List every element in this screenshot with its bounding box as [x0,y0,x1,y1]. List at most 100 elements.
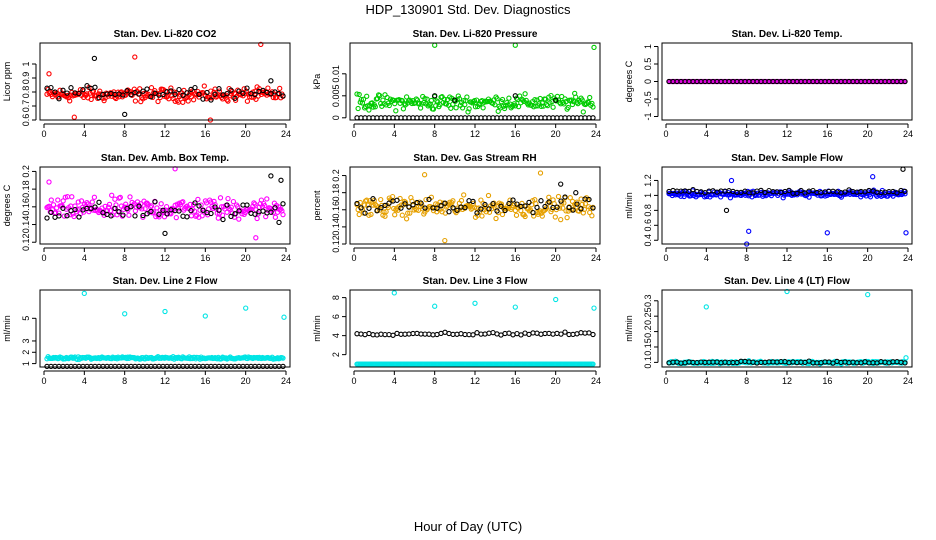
data-point [366,107,372,113]
data-point [140,88,146,94]
x-tick-label: 16 [510,253,520,263]
data-point [393,108,399,114]
data-point [201,83,207,89]
y-tick-label: 0.8 [643,204,653,217]
data-point [176,208,182,214]
y-tick-label: 1 [643,193,653,198]
data-point [450,205,456,211]
panel-4: Stan. Dev. Amb. Box Temp. degrees C 0 4 8 12 1… [2,153,291,263]
data-point [258,41,264,48]
data-point [276,219,282,226]
data-point [61,213,67,219]
data-point [60,87,66,93]
data-point [780,195,786,201]
x-tick-label: 12 [160,129,170,139]
data-point [406,204,412,210]
data-point [268,173,274,179]
x-tick-label: 24 [281,253,291,263]
data-point [173,214,179,221]
x-tick-label: 0 [41,129,46,139]
data-point [55,197,61,203]
data-point [442,200,448,206]
x-axis: 0 4 8 12 16 20 24 [663,370,913,386]
data-point [44,215,50,221]
data-point [486,206,492,212]
data-point [132,98,139,104]
data-point [46,179,52,185]
x-tick-label: 8 [122,376,127,386]
x-tick-label: 4 [82,129,87,139]
y-axis-label: kPa [312,74,322,90]
data-point [225,98,231,104]
y-axis: -1 -0.5 0 0.5 1 [643,44,659,121]
data-point [519,200,525,207]
data-points [666,166,909,247]
data-point [462,204,468,211]
y-axis-label: degrees C [2,184,12,226]
data-point [281,314,287,320]
data-point [383,208,389,215]
data-point [71,213,77,220]
data-point [539,100,545,106]
plot-frame [661,42,913,121]
x-tick-label: 16 [510,376,520,386]
data-point [158,201,164,207]
data-point [401,101,408,107]
data-point [148,94,154,100]
y-tick-label: 0.18 [21,180,31,198]
x-tick-label: 16 [200,376,210,386]
data-point [590,361,596,367]
data-point [902,191,908,197]
data-point [216,86,222,92]
data-points [666,78,908,85]
y-axis-label: ml/min [2,315,12,342]
y-tick-label: 0.25 [643,307,653,325]
x-tick-label: 24 [591,129,601,139]
data-point [399,212,405,218]
y-tick-label: 1 [21,61,31,66]
plot-frame [661,289,913,368]
data-point [122,311,128,317]
data-point [512,103,519,109]
data-point [394,197,400,203]
data-point [867,194,874,200]
data-point [200,207,206,213]
data-point [48,84,54,91]
data-point [586,196,592,203]
data-point [244,202,250,208]
data-point [472,300,478,306]
data-point [272,214,279,220]
y-axis: 0.120.140.160.18 0.2 [21,165,37,251]
y-tick-label: 1.2 [643,174,653,187]
x-tick-label: 4 [392,129,397,139]
data-point [490,200,496,207]
x-tick-label: 8 [744,376,749,386]
data-point [492,102,498,108]
data-point [67,98,73,104]
data-point [512,42,518,48]
data-point [276,90,282,97]
data-point [180,92,186,98]
x-tick-label: 12 [782,376,792,386]
data-point [148,85,155,91]
data-point [243,305,249,311]
y-tick-label: 4 [331,333,341,338]
data-point [466,106,472,112]
data-point [512,304,518,310]
y-axis: 0.10.150.20.250.3 [643,295,659,369]
panel-title: Stan. Dev. Amb. Box Temp. [101,153,229,164]
data-point [216,88,223,94]
data-points [44,166,286,241]
data-point [185,98,191,104]
plot-frame [349,42,601,121]
data-point [559,93,565,100]
data-point [723,207,730,214]
x-tick-label: 4 [82,253,87,263]
y-axis: 0.4 0.6 0.8 1 1.2 [643,174,659,247]
y-tick-label: 0.14 [21,216,31,234]
x-tick-label: 0 [351,253,356,263]
data-point [786,187,792,194]
data-point [587,94,593,101]
panel-title: Stan. Dev. Li-820 Temp. [732,29,843,40]
panel-9: Stan. Dev. Line 4 (LT) Flow ml/min 0 4 8 12 16… [624,276,913,386]
